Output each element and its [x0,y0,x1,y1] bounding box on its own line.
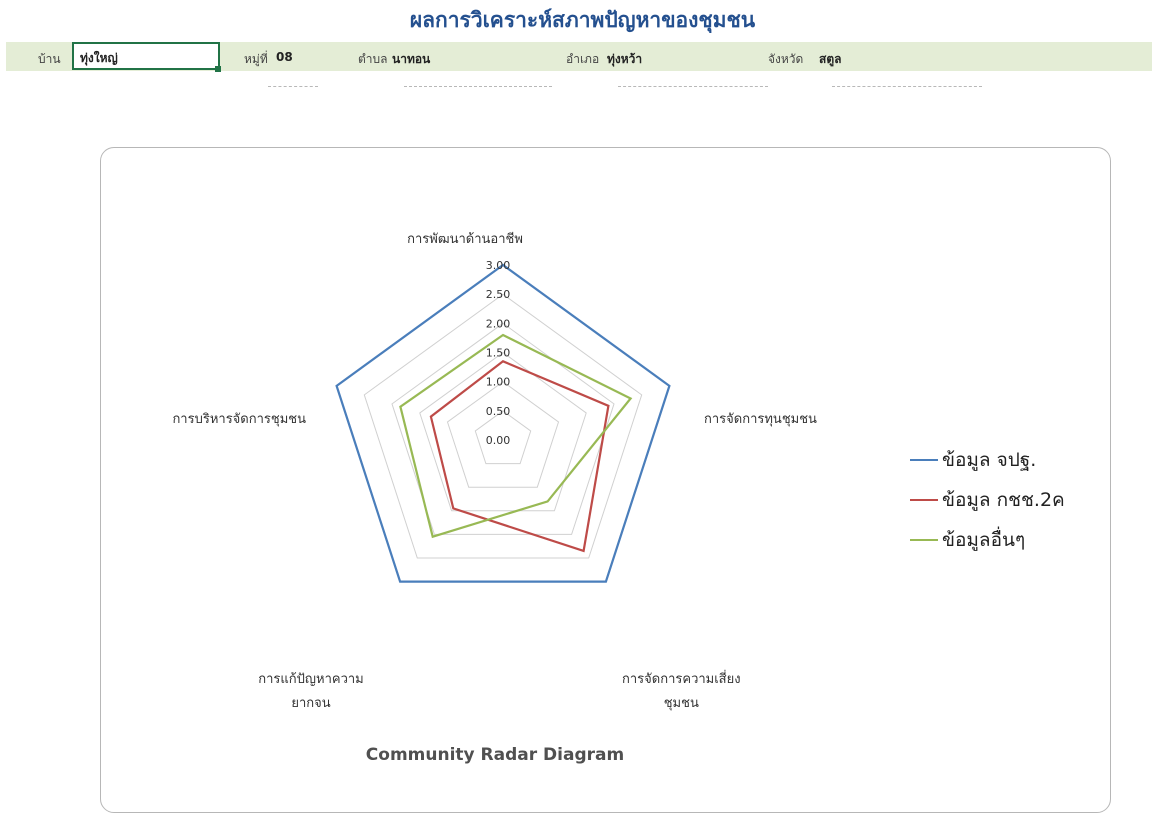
axis-label-3-line-0: การแก้ปัญหาความ [258,672,364,687]
moo-label: หมู่ที่ [244,52,268,66]
grid-ring-1 [474,410,532,465]
village-value: ทุ่งใหญ่ [80,51,118,65]
axis-label-3: การแก้ปัญหาความ ยากจน [226,668,396,716]
legend-item-0[interactable]: ข้อมูล จปฐ. [910,445,1036,475]
series-2-line[interactable] [399,333,633,539]
province-label: จังหวัด [768,52,804,66]
village-label: บ้าน [38,52,61,66]
legend-label-0: ข้อมูล จปฐ. [942,449,1037,471]
axis-label-1: การจัดการทุนชุมชน [704,408,817,432]
axis-label-3-line-1: ยากจน [291,696,331,711]
page-title: ผลการวิเคราะห์สภาพปัญหาของชุมชน [409,7,756,32]
grid-ring-4 [391,322,615,535]
amphoe-underline [618,86,768,87]
grid-ring-5 [363,293,643,559]
series-1-line[interactable] [429,360,610,553]
legend-swatch-2 [910,539,938,541]
tambon-label: ตำบล [358,52,388,66]
chart-area[interactable] [100,147,1111,813]
legend-swatch-1 [910,499,938,501]
tick-label-6: 3.00 [486,259,511,272]
tick-label-0: 0.00 [486,434,511,447]
village-cell[interactable]: ทุ่งใหญ่ [72,42,220,70]
axis-label-4-line-0: การบริหารจัดการชุมชน [172,412,306,427]
province-value[interactable]: สตูล [819,52,842,66]
axis-label-1-line-0: การจัดการทุนชุมชน [704,412,817,427]
axis-label-0-line-0: การพัฒนาด้านอาชีพ [407,232,523,247]
amphoe-label: อำเภอ [566,52,600,66]
grid-ring-3 [419,351,587,512]
legend-label-1: ข้อมูล กชช.2ค [942,489,1065,511]
axis-label-4: การบริหารจัดการชุมชน [110,408,306,432]
legend-label-2: ข้อมูลอื่นๆ [942,529,1026,551]
tick-label-2: 1.00 [486,376,511,389]
series-0-line[interactable] [335,263,671,583]
axis-label-2-line-1: ชุมชน [663,696,699,711]
moo-value[interactable]: 08 [276,50,293,64]
axis-label-2: การจัดการความเสี่ยง ชุมชน [622,668,741,716]
legend-item-1[interactable]: ข้อมูล กชช.2ค [910,485,1065,515]
tick-label-1: 0.50 [486,405,511,418]
tambon-underline [404,86,552,87]
province-underline [832,86,982,87]
legend-item-2[interactable]: ข้อมูลอื่นๆ [910,525,1025,555]
moo-underline [268,86,318,87]
axis-label-2-line-0: การจัดการความเสี่ยง [622,672,741,687]
tick-label-4: 2.00 [486,317,511,330]
cell-fill-handle[interactable] [215,66,221,72]
amphoe-value[interactable]: ทุ่งหว้า [607,52,643,66]
tick-label-5: 2.50 [486,288,511,301]
tambon-value[interactable]: นาทอน [392,52,431,66]
legend-swatch-0 [910,459,938,461]
chart-title: Community Radar Diagram [365,745,625,765]
tick-label-3: 1.50 [486,347,511,360]
grid-ring-2 [446,381,560,488]
axis-label-0: การพัฒนาด้านอาชีพ [330,228,600,252]
